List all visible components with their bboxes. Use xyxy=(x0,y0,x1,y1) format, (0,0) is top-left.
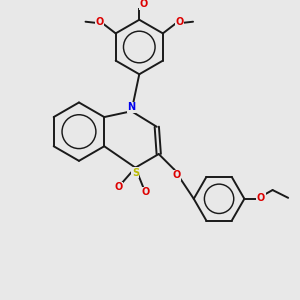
Text: S: S xyxy=(132,167,139,178)
Text: O: O xyxy=(95,17,103,27)
Text: O: O xyxy=(139,0,147,9)
Text: N: N xyxy=(128,102,136,112)
Text: O: O xyxy=(257,193,265,203)
Text: O: O xyxy=(172,170,180,180)
Text: O: O xyxy=(175,17,184,27)
Text: O: O xyxy=(115,182,123,192)
Text: O: O xyxy=(142,187,150,197)
